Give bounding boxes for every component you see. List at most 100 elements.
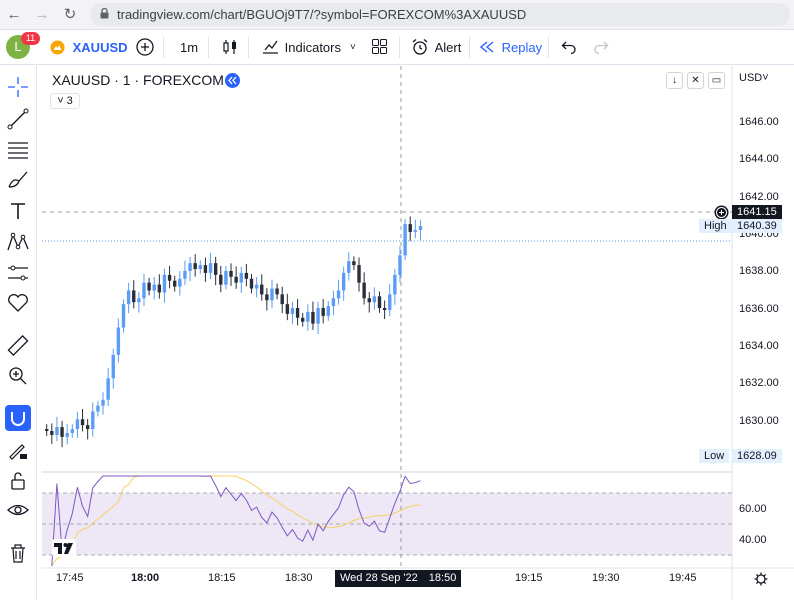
restore-icon[interactable]: ▭ — [708, 72, 725, 89]
candle-body — [254, 284, 259, 289]
candle-body — [377, 296, 382, 309]
redo-button[interactable] — [593, 30, 609, 65]
candle-body — [50, 431, 54, 435]
chevron-down-icon[interactable]: ˅ — [350, 42, 356, 53]
replay-label: Replay — [501, 40, 543, 55]
forward-icon[interactable]: → — [34, 6, 50, 23]
candle-body — [321, 308, 325, 316]
candle-body — [126, 290, 131, 305]
zoom-in-icon — [9, 367, 27, 385]
candle-body — [382, 308, 387, 310]
candle-body — [244, 272, 249, 279]
scroll-down-icon[interactable]: ↓ — [666, 72, 683, 89]
candle-body — [178, 278, 182, 287]
time-tick: 19:45 — [669, 572, 697, 584]
candle-body — [188, 263, 192, 271]
price-chart[interactable] — [42, 66, 794, 600]
hide-drawings-tool[interactable] — [5, 497, 31, 523]
indicator-collapse-button[interactable]: ˅ 3 — [50, 93, 80, 109]
icons-tool[interactable] — [5, 290, 31, 316]
brush-tool[interactable] — [5, 167, 31, 193]
add-alert-icon[interactable] — [714, 205, 729, 220]
indicators-button[interactable]: Indicators — [262, 30, 341, 65]
ruler-lines-icon — [8, 265, 28, 281]
trendline-tool[interactable] — [5, 106, 31, 132]
high-value-label: 1640.39 — [732, 219, 782, 233]
candle-body — [116, 327, 121, 355]
pattern-icon — [7, 232, 29, 251]
candle-body — [162, 274, 167, 293]
candle-body — [142, 282, 146, 299]
zoom-tool[interactable] — [5, 363, 31, 389]
interval-button[interactable]: 1m — [180, 40, 199, 55]
crosshair-tool[interactable] — [5, 74, 31, 100]
url-field[interactable]: tradingview.com/chart/BGUOj9T7/?symbol=F… — [90, 3, 790, 26]
time-tick: 18:00 — [131, 572, 160, 584]
candles-icon — [223, 40, 236, 54]
rewind-icon — [479, 41, 494, 53]
candle-body — [270, 288, 274, 301]
candle-body — [295, 308, 300, 318]
chart-symbol-title[interactable]: XAUUSD · 1 · FOREXCOM — [52, 72, 224, 88]
alert-button[interactable]: Alert — [411, 30, 461, 65]
candle-body — [388, 294, 392, 310]
pencil-lock-icon — [9, 444, 27, 460]
chart-style-button[interactable] — [221, 30, 239, 65]
settings-gear-icon[interactable] — [754, 572, 768, 586]
unlock-icon — [11, 472, 25, 490]
candle-body — [408, 224, 412, 232]
fib-levels-icon — [8, 142, 28, 159]
price-tick: 1644.00 — [739, 153, 779, 165]
candle-body — [147, 282, 151, 291]
alarm-clock-icon — [412, 39, 428, 55]
price-tick: 1636.00 — [739, 303, 779, 315]
candle-body — [224, 270, 228, 285]
layout-button[interactable] — [371, 30, 388, 65]
time-tick: 19:15 — [515, 572, 543, 584]
undo-button[interactable] — [561, 30, 577, 65]
pattern-tool[interactable] — [5, 229, 31, 255]
candle-body — [306, 311, 310, 322]
price-tick: 1632.00 — [739, 377, 779, 389]
browser-address-bar: ← → ↻ tradingview.com/chart/BGUOj9T7/?sy… — [0, 0, 794, 30]
candle-body — [70, 429, 74, 433]
candle-body — [60, 427, 64, 437]
stay-drawing-tool[interactable] — [5, 437, 31, 463]
text-tool[interactable] — [5, 198, 31, 224]
crosshair-icon — [8, 77, 28, 97]
text-icon — [11, 203, 25, 219]
measure-tool[interactable] — [5, 333, 31, 359]
fib-tool[interactable] — [5, 136, 31, 162]
gold-symbol-icon — [50, 40, 65, 55]
compare-symbol-button[interactable] — [136, 30, 154, 65]
symbol-search-button[interactable]: XAUUSD — [50, 30, 128, 65]
back-icon[interactable]: ← — [6, 6, 22, 23]
candle-body — [275, 288, 279, 295]
heart-icon — [8, 294, 28, 312]
candle-body — [101, 399, 105, 406]
magnet-tool[interactable] — [5, 405, 31, 431]
low-label: Low — [699, 449, 730, 463]
candle-body — [316, 308, 320, 324]
candle-body — [137, 298, 141, 303]
url-text: tradingview.com/chart/BGUOj9T7/?symbol=F… — [117, 7, 527, 22]
candle-body — [219, 274, 223, 285]
replay-button[interactable]: Replay — [479, 30, 542, 65]
chart-pane[interactable]: XAUUSD · 1 · FOREXCOM ˅ 3 ↓ ✕ ▭ USD˅ 164… — [42, 66, 794, 600]
reload-icon[interactable]: ↻ — [63, 6, 77, 23]
candle-body — [290, 308, 295, 314]
tradingview-logo[interactable] — [52, 539, 76, 557]
symbol-label: XAUUSD — [72, 40, 128, 55]
candle-body — [45, 429, 49, 432]
replay-indicator-icon[interactable] — [225, 73, 240, 88]
remove-drawings-tool[interactable] — [5, 540, 31, 566]
indicators-label: Indicators — [284, 40, 341, 55]
trash-icon — [11, 544, 25, 563]
price-tick: 1630.00 — [739, 415, 779, 427]
candle-body — [326, 306, 330, 316]
currency-selector[interactable]: USD˅ — [739, 72, 769, 84]
prediction-tool[interactable] — [5, 260, 31, 286]
lock-drawings-tool[interactable] — [5, 468, 31, 494]
magnet-icon — [11, 412, 25, 426]
maximize-icon[interactable]: ✕ — [687, 72, 704, 89]
